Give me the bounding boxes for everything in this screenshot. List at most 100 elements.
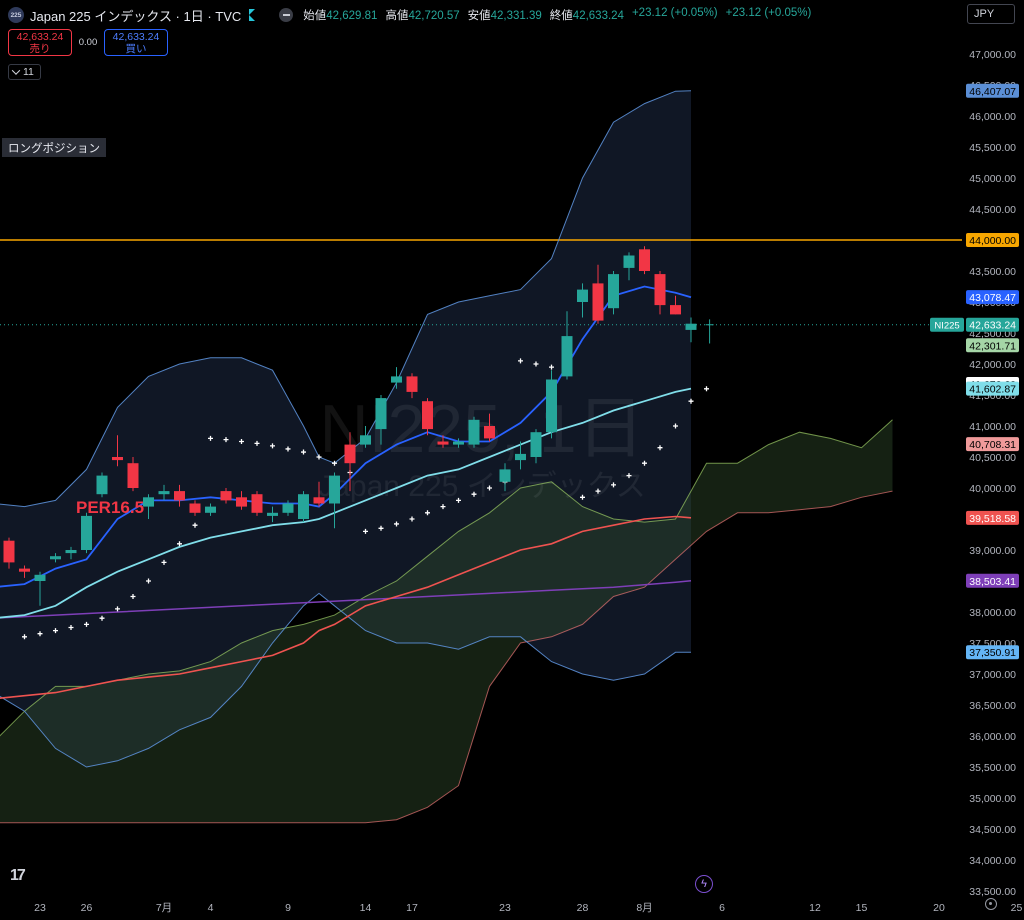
price-label-3: 42,633.24 NI225 [930, 317, 1019, 332]
sar-dot-16 [270, 443, 275, 449]
candle-body-38 [592, 283, 604, 321]
sar-dot-33 [533, 361, 539, 367]
buy-button[interactable]: 42,633.24 買い [104, 29, 168, 56]
price-tag-bg-3 [930, 317, 964, 332]
y-tick-3: 45,500.00 [969, 142, 1016, 154]
per-annotation: PER16.5 [76, 498, 144, 517]
x-tick-10: 6 [719, 902, 725, 914]
candle-body-28 [437, 441, 449, 445]
trade-buttons: 42,633.24 売り 0.00 42,633.24 買い [8, 29, 168, 56]
y-tick-22: 36,000.00 [969, 731, 1016, 743]
sar-dot-36 [580, 494, 585, 500]
sar-dot-10 [177, 541, 182, 547]
candle-body-40 [623, 255, 635, 268]
candle-body-4 [65, 550, 77, 554]
y-tick-13: 40,500.00 [969, 452, 1016, 464]
price-label-bg-7 [966, 437, 1019, 452]
candle-body-34 [530, 432, 542, 457]
sell-button[interactable]: 42,633.24 売り [8, 29, 72, 56]
gear-icon[interactable] [985, 898, 997, 910]
price-label-text-3: 42,633.24 [969, 320, 1016, 332]
span-b-line [0, 490, 893, 824]
price-label-text-4: 42,301.71 [969, 340, 1016, 352]
price-label-text-9: 38,503.41 [969, 576, 1016, 588]
ichimoku-cloud [0, 419, 893, 823]
chevron-down-icon [11, 66, 21, 75]
y-tick-20: 37,000.00 [969, 669, 1016, 681]
sar-dot-2 [53, 628, 58, 634]
candle-body-19 [298, 494, 309, 519]
position-label[interactable]: ロングポジション [2, 138, 106, 157]
price-label-text-6: 41,602.87 [969, 384, 1016, 396]
sar-dot-26 [425, 510, 430, 516]
sar-dot-37 [595, 488, 601, 494]
flag-icon[interactable] [249, 9, 256, 21]
span-a-line [0, 419, 893, 737]
y-tick-25: 34,500.00 [969, 824, 1016, 836]
bolt-icon[interactable]: ϟ [695, 875, 713, 893]
x-axis: 23267月49141723288月6121520259月4912 [34, 902, 1022, 914]
candle-body-29 [453, 441, 464, 445]
x-tick-5: 14 [360, 902, 372, 914]
price-label-bg-2 [966, 290, 1019, 305]
sar-dot-27 [440, 504, 446, 510]
candle-body-15 [236, 497, 247, 507]
x-tick-0: 23 [34, 902, 46, 914]
x-tick-4: 9 [285, 902, 291, 914]
price-label-bg-4 [966, 338, 1019, 353]
close-value: 42,633.24 [572, 10, 624, 22]
candle-body-20 [313, 497, 325, 504]
x-tick-3: 4 [208, 902, 214, 914]
low-value: 42,331.39 [490, 10, 542, 22]
candle-body-24 [375, 398, 387, 430]
y-tick-24: 35,000.00 [969, 793, 1016, 805]
price-label-bg-8 [966, 510, 1019, 525]
ma-long-line [0, 515, 692, 699]
sar-dot-3 [68, 625, 74, 630]
candle-body-39 [608, 274, 619, 309]
bollinger-lower-line [0, 592, 691, 768]
sar-dot-43 [688, 398, 694, 404]
minus-icon[interactable] [279, 8, 294, 22]
candle-body-5 [81, 515, 92, 550]
sar-dot-6 [115, 606, 120, 612]
price-label-2: 43,078.47 [966, 290, 1019, 305]
candle-body-36 [561, 336, 573, 377]
currency-button[interactable]: JPY [967, 4, 1015, 24]
price-label-bg-3 [966, 317, 1019, 332]
price-label-bg-1 [966, 233, 1019, 247]
sar-dot-20 [332, 460, 337, 466]
sar-dot-15 [254, 440, 260, 446]
candle-body-14 [220, 491, 232, 501]
candle-body-35 [546, 379, 557, 433]
price-label-text-2: 43,078.47 [969, 292, 1016, 304]
sar-dot-42 [673, 423, 678, 429]
sar-dot-1 [37, 631, 43, 637]
indicators-toggle[interactable]: 11 [8, 64, 41, 80]
open-value: 42,629.81 [326, 10, 378, 22]
sar-dot-19 [316, 454, 322, 460]
candle-body-44 [685, 323, 697, 330]
sar-dot-0 [22, 634, 27, 640]
tradingview-logo[interactable]: 17 [10, 867, 26, 884]
y-tick-5: 44,500.00 [969, 204, 1016, 216]
symbol-title[interactable]: Japan 225 インデックス · 1日 · TVC [30, 8, 242, 24]
y-tick-23: 35,500.00 [969, 762, 1016, 774]
candle-body-31 [484, 426, 495, 439]
candle-body-37 [577, 289, 588, 302]
candle-body-9 [143, 497, 154, 507]
price-label-10: 37,350.91 [966, 645, 1019, 660]
sar-dot-40 [642, 460, 647, 466]
candle-body-8 [127, 463, 139, 488]
y-tick-0: 47,000.00 [969, 49, 1016, 61]
y-axis: 47,000.0046,500.0046,000.0045,500.0045,0… [962, 28, 1024, 920]
sar-dot-7 [130, 594, 136, 599]
indicators-count: 11 [23, 66, 34, 78]
y-tick-4: 45,000.00 [969, 173, 1016, 185]
price-label-bg-0 [966, 83, 1019, 98]
ohlc-values: 始値42,629.81 高値42,720.57 安値42,331.39 終値42… [303, 7, 812, 22]
sar-dot-17 [285, 446, 291, 452]
sar-dot-28 [456, 497, 461, 503]
candle-body-6 [96, 475, 108, 495]
